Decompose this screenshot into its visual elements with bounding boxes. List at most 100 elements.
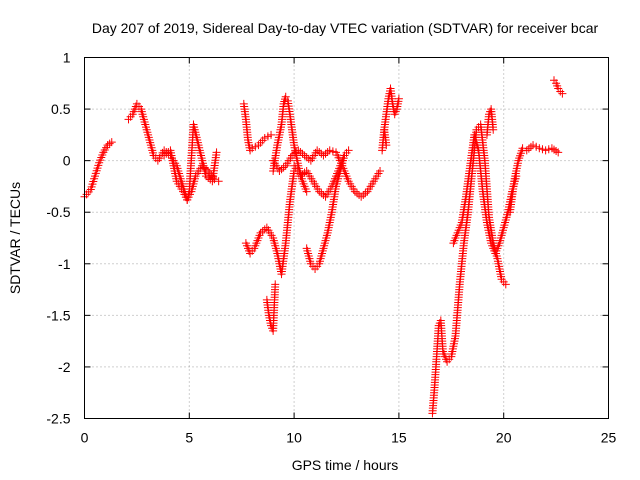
data-point [298,170,307,179]
x-tick-label: 0 [81,430,89,446]
x-tick-label: 25 [601,430,617,446]
data-point [294,146,303,155]
data-point [256,228,265,237]
data-point [202,165,211,174]
data-point [501,280,510,289]
data-point [547,144,556,153]
series-arc-k [380,84,403,134]
x-tick-label: 5 [185,430,193,446]
data-point [558,89,567,98]
x-tick-label: 20 [496,430,512,446]
data-point [550,145,559,154]
series-arc-o [482,105,498,139]
series-arc-q [550,76,567,98]
data-point [323,148,332,157]
data-point [319,151,328,160]
data-point [302,153,311,162]
series-arc-h [269,146,385,201]
data-point [208,173,217,182]
data-point [522,146,531,155]
data-point [212,148,221,157]
series-arc-d [239,99,276,155]
data-point [321,149,330,158]
data-point [317,189,326,198]
chart-title: Day 207 of 2019, Sidereal Day-to-day VTE… [92,20,599,36]
data-point [359,191,368,200]
series-arc-l [378,125,391,155]
x-tick-label: 10 [286,430,302,446]
data-point [319,191,328,200]
data-point [376,166,385,175]
data-point [281,92,290,101]
series-arc-g [269,92,311,196]
data-point [350,187,359,196]
data-point [524,144,533,153]
x-tick-label: 15 [391,430,407,446]
data-point [290,149,299,158]
data-point [489,125,498,134]
data-point [382,141,391,150]
data-point [214,177,223,186]
data-point [302,187,311,196]
data-point [552,147,561,156]
data-point [105,139,114,148]
data-point [103,141,112,150]
y-tick-label: -2.5 [46,411,70,427]
data-point [300,151,309,160]
series-arc-a [80,138,116,201]
data-point [288,151,297,160]
data-point [246,146,255,155]
data-point [556,87,565,96]
series-arc-p [505,141,563,217]
y-tick-label: -0.5 [46,204,70,220]
data-point [344,146,353,155]
data-point [300,168,309,177]
data-point [258,227,267,236]
data-point [197,161,206,170]
data-point [313,146,322,155]
data-point [107,138,116,147]
series-arc-m [428,120,510,418]
y-tick-label: 1 [63,50,71,66]
data-point [267,130,276,139]
y-tick-label: -1 [58,256,71,272]
data-point [296,172,305,181]
data-point [160,151,169,160]
data-point [260,225,269,234]
data-point [554,148,563,157]
series-arc-e [241,166,299,279]
data-point [357,192,366,201]
data-point [394,94,403,103]
series-arc-n [449,130,521,258]
data-point [199,163,208,172]
data-point [340,151,349,160]
grid-lines [84,57,609,419]
y-tick-label: 0.5 [51,101,71,117]
data-point [271,280,280,289]
x-tick-labels: 0 5 10 15 20 25 [81,430,617,446]
data-point [277,165,286,174]
data-point [205,169,214,178]
data-point [361,189,370,198]
data-point [162,149,171,158]
y-tick-label: -2 [58,359,71,375]
data-points [80,76,567,418]
data-point [315,187,324,196]
series-arc-j [290,151,349,201]
data-point [352,189,361,198]
y-tick-labels: -2.5 -2 -1.5 -1 -0.5 0 0.5 1 [46,50,70,427]
data-point [207,171,216,180]
y-axis-title: SDTVAR / TECUs [7,182,23,294]
data-point [315,148,324,157]
data-point [279,163,288,172]
data-point [298,149,307,158]
data-point [296,148,305,157]
series-arc-c [160,146,223,204]
y-tick-label: 0 [63,153,71,169]
data-point [275,166,284,175]
data-point [210,175,219,184]
axis-ticks [84,57,609,419]
x-axis-title: GPS time / hours [292,457,399,473]
series-arc-f [262,280,280,335]
